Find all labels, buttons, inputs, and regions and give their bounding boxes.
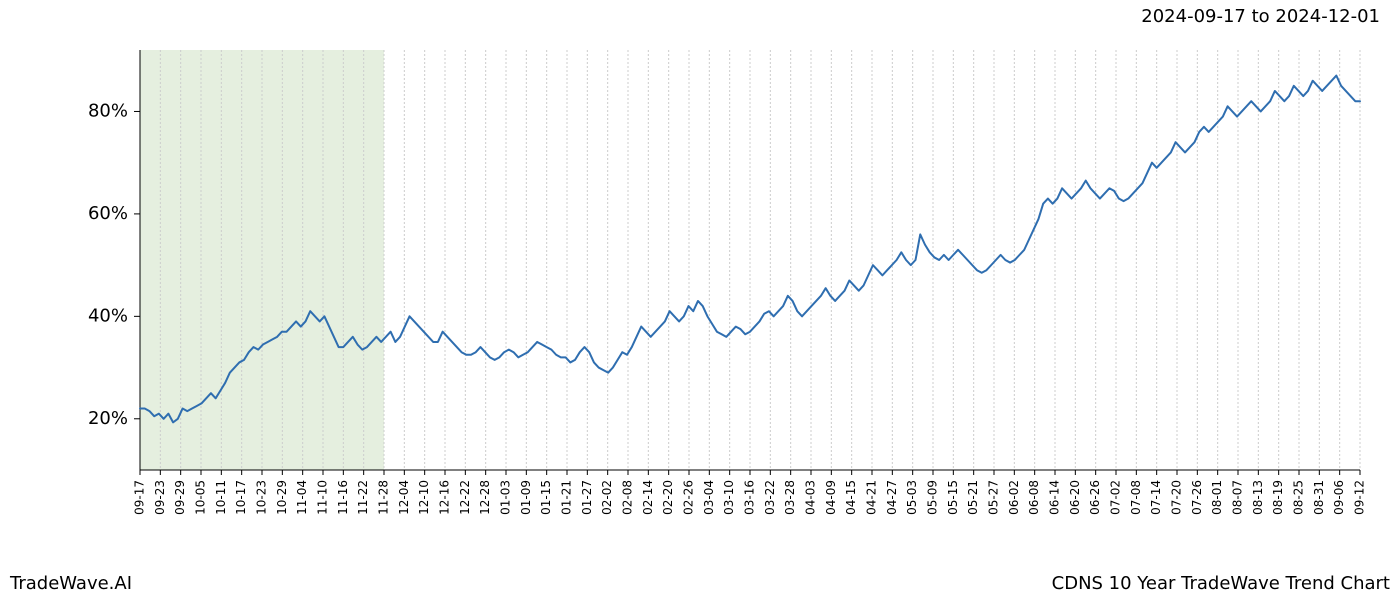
xtick-label: 11-10 <box>316 480 330 515</box>
xtick-label: 04-27 <box>885 480 899 515</box>
xtick-label: 06-08 <box>1027 480 1041 515</box>
xtick-label: 01-15 <box>539 480 553 515</box>
xtick-label: 02-08 <box>621 480 635 515</box>
xtick-label: 12-28 <box>478 480 492 515</box>
xtick-label: 07-08 <box>1129 480 1143 515</box>
xtick-label: 12-04 <box>397 480 411 515</box>
xtick-label: 10-23 <box>255 480 269 515</box>
xtick-label: 10-29 <box>275 480 289 515</box>
xtick-label: 05-15 <box>946 480 960 515</box>
ytick-label: 60% <box>88 203 128 224</box>
xtick-label: 10-05 <box>194 480 208 515</box>
xtick-label: 04-09 <box>824 480 838 515</box>
xtick-label: 01-27 <box>580 480 594 515</box>
xtick-label: 04-15 <box>844 480 858 515</box>
xtick-label: 04-21 <box>865 480 879 515</box>
xtick-label: 12-16 <box>438 480 452 515</box>
xtick-label: 12-10 <box>417 480 431 515</box>
xtick-label: 07-02 <box>1109 480 1123 515</box>
xtick-label: 09-23 <box>153 480 167 515</box>
xtick-label: 07-26 <box>1190 480 1204 515</box>
xtick-label: 03-28 <box>783 480 797 515</box>
xtick-label: 09-29 <box>173 480 187 515</box>
xtick-label: 02-14 <box>641 480 655 515</box>
ytick-label: 80% <box>88 100 128 121</box>
xtick-label: 08-07 <box>1231 480 1245 515</box>
xtick-label: 03-10 <box>722 480 736 515</box>
xtick-label: 09-12 <box>1353 480 1367 515</box>
xtick-label: 05-27 <box>987 480 1001 515</box>
xtick-label: 03-04 <box>702 480 716 515</box>
xtick-label: 11-28 <box>377 480 391 515</box>
xtick-label: 01-03 <box>499 480 513 515</box>
xtick-label: 12-22 <box>458 480 472 515</box>
xtick-label: 04-03 <box>804 480 818 515</box>
xtick-label: 11-16 <box>336 480 350 515</box>
xtick-label: 08-31 <box>1312 480 1326 515</box>
xtick-label: 01-21 <box>560 480 574 515</box>
xtick-label: 10-11 <box>214 480 228 515</box>
xtick-label: 03-16 <box>743 480 757 515</box>
xtick-label: 08-25 <box>1292 480 1306 515</box>
xtick-label: 02-26 <box>682 480 696 515</box>
xtick-label: 11-22 <box>356 480 370 515</box>
xtick-label: 08-01 <box>1210 480 1224 515</box>
xtick-label: 03-22 <box>763 480 777 515</box>
xtick-label: 09-17 <box>133 480 147 515</box>
xtick-label: 05-03 <box>905 480 919 515</box>
ytick-label: 40% <box>88 305 128 326</box>
xtick-label: 08-13 <box>1251 480 1265 515</box>
xtick-label: 05-21 <box>966 480 980 515</box>
xtick-label: 01-09 <box>519 480 533 515</box>
xtick-label: 07-20 <box>1170 480 1184 515</box>
xtick-label: 06-26 <box>1088 480 1102 515</box>
xtick-label: 09-06 <box>1332 480 1346 515</box>
xtick-label: 05-09 <box>926 480 940 515</box>
xtick-label: 07-14 <box>1149 480 1163 515</box>
xtick-label: 08-19 <box>1271 480 1285 515</box>
xtick-label: 06-14 <box>1048 480 1062 515</box>
xtick-label: 11-04 <box>295 480 309 515</box>
footer-brand: TradeWave.AI <box>10 573 132 594</box>
xtick-label: 02-02 <box>600 480 614 515</box>
ytick-label: 20% <box>88 408 128 429</box>
trend-chart: 20% 40% 60% 80% 09-17 09-23 09-29 10-05 10-11 10-… <box>0 0 1400 560</box>
xtick-label: 10-17 <box>234 480 248 515</box>
footer-title: CDNS 10 Year TradeWave Trend Chart <box>1052 573 1390 594</box>
xtick-label: 06-20 <box>1068 480 1082 515</box>
xtick-label: 02-20 <box>661 480 675 515</box>
xtick-label: 06-02 <box>1007 480 1021 515</box>
